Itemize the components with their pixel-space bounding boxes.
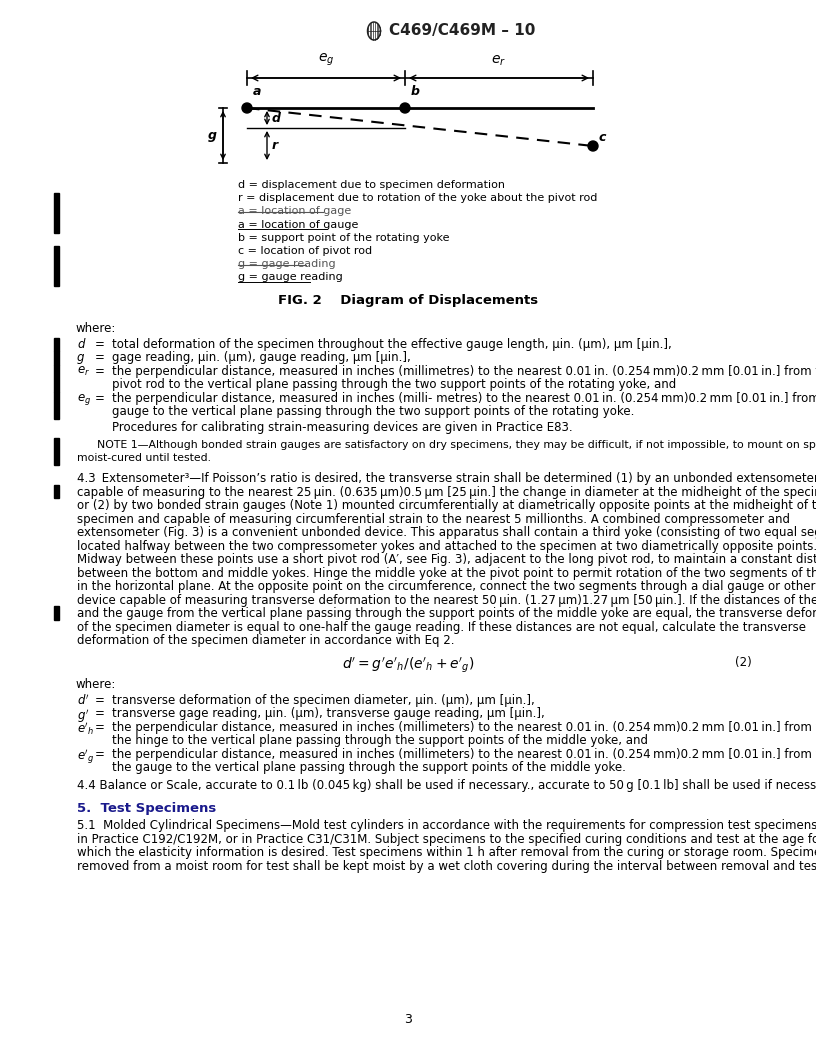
Text: a: a xyxy=(253,84,261,98)
Text: g: g xyxy=(207,129,216,142)
Text: the gauge to the vertical plane passing through the support points of the middle: the gauge to the vertical plane passing … xyxy=(112,761,626,774)
Text: =: = xyxy=(95,694,105,706)
Text: d = displacement due to specimen deformation: d = displacement due to specimen deforma… xyxy=(238,180,505,190)
Text: C469/C469M – 10: C469/C469M – 10 xyxy=(389,23,535,38)
Text: g = gage reading: g = gage reading xyxy=(238,259,335,269)
Text: pivot rod to the vertical plane passing through the two support points of the ro: pivot rod to the vertical plane passing … xyxy=(112,378,676,391)
Text: the perpendicular distance, measured in inches (millimetres) to the nearest 0.01: the perpendicular distance, measured in … xyxy=(112,364,816,378)
Text: $g'$: $g'$ xyxy=(77,708,89,724)
Text: g = gauge reading: g = gauge reading xyxy=(238,272,343,282)
Text: capable of measuring to the nearest 25 μin. (0.635 μm)0.5 μm [25 μin.] the chang: capable of measuring to the nearest 25 μ… xyxy=(77,486,816,498)
Text: deformation of the specimen diameter in accordance with Eq 2.: deformation of the specimen diameter in … xyxy=(77,634,455,647)
Text: located halfway between the two compressometer yokes and attached to the specime: located halfway between the two compress… xyxy=(77,540,816,552)
Text: a = location of gauge: a = location of gauge xyxy=(238,220,358,229)
Text: 4.4 Balance or Scale, accurate to 0.1 lb (0.045 kg) shall be used if necessary.,: 4.4 Balance or Scale, accurate to 0.1 lb… xyxy=(77,778,816,792)
Text: NOTE 1—Although bonded strain gauges are satisfactory on dry specimens, they may: NOTE 1—Although bonded strain gauges are… xyxy=(97,440,816,450)
Text: b = support point of the rotating yoke: b = support point of the rotating yoke xyxy=(238,232,450,243)
Bar xyxy=(54,338,59,351)
Text: $e'_g$: $e'_g$ xyxy=(77,748,95,766)
Text: (2): (2) xyxy=(735,656,752,668)
Bar xyxy=(54,485,59,498)
Text: =: = xyxy=(95,351,105,364)
Text: r: r xyxy=(272,139,278,152)
Circle shape xyxy=(588,142,598,151)
Text: r = displacement due to rotation of the yoke about the pivot rod: r = displacement due to rotation of the … xyxy=(238,193,597,203)
Text: $e_r$: $e_r$ xyxy=(491,54,507,68)
Text: c = location of pivot rod: c = location of pivot rod xyxy=(238,246,372,256)
Text: 5.1  Molded Cylindrical Specimens—Mold test cylinders in accordance with the req: 5.1 Molded Cylindrical Specimens—Mold te… xyxy=(77,819,816,832)
Text: Procedures for calibrating strain-measuring devices are given in Practice E83.: Procedures for calibrating strain-measur… xyxy=(112,420,573,434)
Bar xyxy=(54,606,59,620)
Text: =: = xyxy=(95,392,105,404)
Text: 3: 3 xyxy=(404,1013,412,1026)
Text: b: b xyxy=(411,84,420,98)
Bar xyxy=(54,193,59,232)
Text: the perpendicular distance, measured in inches (millimeters) to the nearest 0.01: the perpendicular distance, measured in … xyxy=(112,720,816,734)
Text: 5.  Test Specimens: 5. Test Specimens xyxy=(77,803,216,815)
Text: $e_r$: $e_r$ xyxy=(77,364,90,378)
Text: or (2) by two bonded strain gauges (Note 1) mounted circumferentially at diametr: or (2) by two bonded strain gauges (Note… xyxy=(77,499,816,512)
Bar xyxy=(54,246,59,285)
Text: where:: where: xyxy=(75,678,115,691)
Text: total deformation of the specimen throughout the effective gauge length, μin. (μ: total deformation of the specimen throug… xyxy=(112,338,672,351)
Text: device capable of measuring transverse deformation to the nearest 50 μin. (1.27 : device capable of measuring transverse d… xyxy=(77,593,816,606)
Text: c: c xyxy=(599,131,606,144)
Text: transverse deformation of the specimen diameter, μin. (μm), μm [μin.],: transverse deformation of the specimen d… xyxy=(112,694,534,706)
Text: moist-cured until tested.: moist-cured until tested. xyxy=(77,453,211,463)
Text: gage reading, μin. (μm), gauge reading, μm [μin.],: gage reading, μin. (μm), gauge reading, … xyxy=(112,351,410,364)
Text: FIG. 2    Diagram of Displacements: FIG. 2 Diagram of Displacements xyxy=(278,294,538,306)
Text: the perpendicular distance, measured in inches (milli- metres) to the nearest 0.: the perpendicular distance, measured in … xyxy=(112,392,816,404)
Text: =: = xyxy=(95,338,105,351)
Text: $d'$: $d'$ xyxy=(77,694,90,709)
Bar xyxy=(54,351,59,364)
Text: of the specimen diameter is equal to one-half the gauge reading. If these distan: of the specimen diameter is equal to one… xyxy=(77,621,806,634)
Text: 4.3  Extensometer³—If Poisson’s ratio is desired, the transverse strain shall be: 4.3 Extensometer³—If Poisson’s ratio is … xyxy=(77,472,816,485)
Text: =: = xyxy=(95,708,105,720)
Text: =: = xyxy=(95,364,105,378)
Text: =: = xyxy=(95,748,105,760)
Text: =: = xyxy=(95,720,105,734)
Text: d: d xyxy=(77,338,85,351)
Text: a = location of gage: a = location of gage xyxy=(238,206,351,216)
Text: $d' = g'e'_h/(e'_h + e'_g)$: $d' = g'e'_h/(e'_h + e'_g)$ xyxy=(342,656,474,675)
Text: in Practice C192/C192M, or in Practice C31/C31M. Subject specimens to the specif: in Practice C192/C192M, or in Practice C… xyxy=(77,832,816,846)
Text: in the horizontal plane. At the opposite point on the circumference, connect the: in the horizontal plane. At the opposite… xyxy=(77,580,816,593)
Text: specimen and capable of measuring circumferential strain to the nearest 5 millio: specimen and capable of measuring circum… xyxy=(77,512,790,526)
Text: which the elasticity information is desired. Test specimens within 1 h after rem: which the elasticity information is desi… xyxy=(77,846,816,860)
Text: where:: where: xyxy=(75,322,115,335)
Text: removed from a moist room for test shall be kept moist by a wet cloth covering d: removed from a moist room for test shall… xyxy=(77,860,816,872)
Text: g: g xyxy=(77,351,85,364)
Circle shape xyxy=(242,103,252,113)
Text: the perpendicular distance, measured in inches (millimeters) to the nearest 0.01: the perpendicular distance, measured in … xyxy=(112,748,816,760)
Text: $e_g$: $e_g$ xyxy=(77,392,91,407)
Bar xyxy=(54,364,59,392)
Text: $e_g$: $e_g$ xyxy=(317,52,335,68)
Bar xyxy=(54,392,59,418)
Text: extensometer (Fig. 3) is a convenient unbonded device. This apparatus shall cont: extensometer (Fig. 3) is a convenient un… xyxy=(77,526,816,540)
Text: gauge to the vertical plane passing through the two support points of the rotati: gauge to the vertical plane passing thro… xyxy=(112,406,634,418)
Bar xyxy=(54,438,59,465)
Text: the hinge to the vertical plane passing through the support points of the middle: the hinge to the vertical plane passing … xyxy=(112,734,648,747)
Text: transverse gage reading, μin. (μm), transverse gauge reading, μm [μin.],: transverse gage reading, μin. (μm), tran… xyxy=(112,708,545,720)
Text: $e'_h$: $e'_h$ xyxy=(77,720,94,737)
Text: between the bottom and middle yokes. Hinge the middle yoke at the pivot point to: between the bottom and middle yokes. Hin… xyxy=(77,567,816,580)
Text: d: d xyxy=(272,112,281,125)
Circle shape xyxy=(400,103,410,113)
Text: Midway between these points use a short pivot rod (A′, see Fig. 3), adjacent to : Midway between these points use a short … xyxy=(77,553,816,566)
Text: and the gauge from the vertical plane passing through the support points of the : and the gauge from the vertical plane pa… xyxy=(77,607,816,620)
